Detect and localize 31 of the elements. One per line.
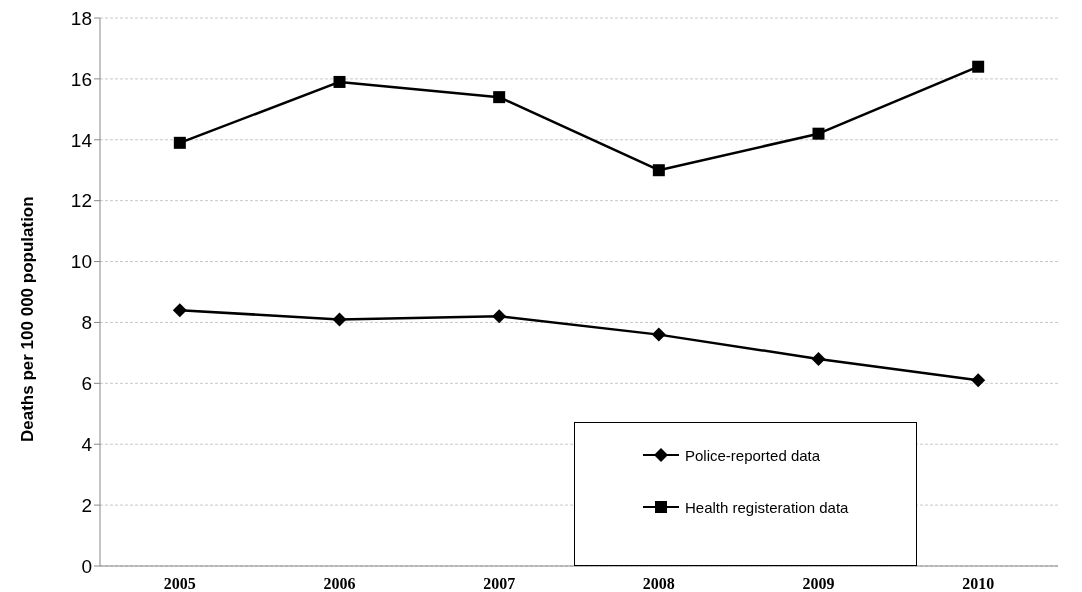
x-tick-label: 2010 [962, 575, 995, 592]
y-tick-label: 0 [81, 555, 92, 577]
x-tick-label: 2009 [802, 575, 835, 592]
point [333, 75, 346, 88]
legend-label: Health registeration data [685, 498, 849, 516]
y-tick-label: 2 [81, 494, 92, 516]
point [332, 312, 347, 327]
y-tick-label: 12 [70, 190, 92, 212]
point [972, 60, 985, 73]
x-tick-label: 2007 [483, 575, 516, 592]
x-tick-label: 2005 [163, 575, 196, 592]
point [971, 373, 986, 388]
y-tick-label: 6 [81, 373, 92, 395]
point [652, 164, 665, 177]
point [811, 351, 826, 366]
point [493, 91, 506, 104]
y-tick-label: 16 [70, 68, 92, 90]
legend-label: Police-reported data [685, 446, 821, 464]
x-tick-label: 2008 [642, 575, 675, 592]
point [812, 127, 825, 140]
x-tick-label: 2006 [323, 575, 356, 592]
y-tick-label: 14 [70, 129, 93, 151]
y-axis-title: Deaths per 100 000 population [18, 196, 38, 442]
y-tick-label: 4 [81, 433, 93, 455]
y-tick-label: 18 [70, 7, 92, 29]
point [651, 327, 666, 342]
y-tick-label: 8 [81, 312, 92, 334]
point [173, 136, 186, 149]
point [492, 309, 507, 324]
y-tick-label: 10 [70, 251, 92, 273]
point [172, 303, 187, 318]
